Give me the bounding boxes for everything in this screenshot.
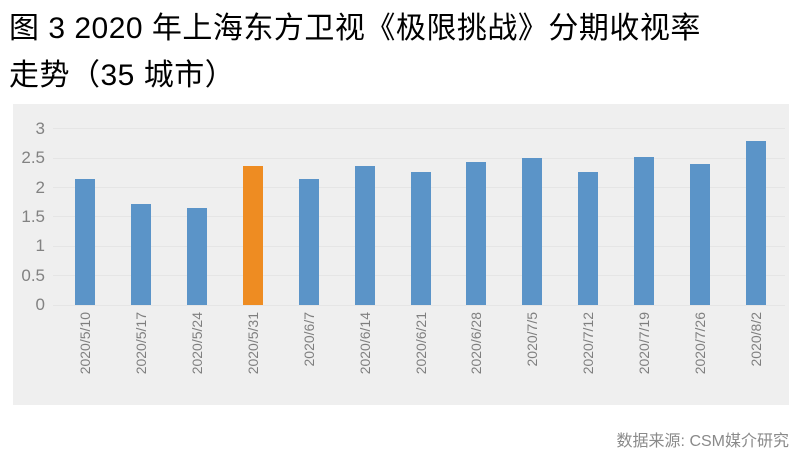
bar — [354, 165, 375, 305]
figure-title-line-1: 图 3 2020 年上海东方卫视《极限挑战》分期收视率 — [9, 12, 701, 45]
x-axis-tick-label-text: 2020/7/26 — [692, 312, 709, 375]
bar — [298, 178, 319, 305]
x-axis-tick-label-text: 2020/5/10 — [76, 312, 93, 375]
x-axis-tick-label-text: 2020/6/14 — [356, 312, 373, 375]
gridline — [53, 157, 785, 159]
y-axis-tick-label: 0.5 — [21, 265, 45, 285]
gridline — [53, 128, 785, 130]
bar-chart: 0 0.5 1 1.5 2 2.5 3 2020/5/10 2020/5/17 2020/5/24… — [13, 104, 789, 405]
x-axis-tick-label-text: 2020/5/24 — [188, 312, 205, 375]
bar — [130, 204, 151, 305]
figure-title: 图 3 2020 年上海东方卫视《极限挑战》分期收视率 走势（35 城市） — [9, 5, 791, 99]
bar — [746, 140, 767, 305]
y-axis-tick-label: 2 — [35, 177, 45, 197]
x-axis-tick-label-text: 2020/8/2 — [748, 312, 765, 367]
y-axis-tick-label: 0 — [35, 295, 45, 314]
y-axis-tick-label: 2.5 — [21, 148, 45, 168]
y-axis-tick-label: 3 — [35, 118, 45, 138]
x-axis-tick-label-text: 2020/6/28 — [468, 312, 485, 375]
bar — [410, 171, 431, 305]
bar-highlighted — [242, 165, 263, 305]
bar — [578, 172, 599, 305]
bar — [522, 158, 543, 305]
bar — [186, 208, 207, 305]
x-axis-tick-label-text: 2020/6/7 — [300, 312, 317, 367]
x-axis-tick-label-text: 2020/7/5 — [524, 312, 541, 367]
bar — [690, 163, 711, 305]
source-note: 数据来源: CSM媒介研究 — [616, 433, 789, 450]
bar — [466, 161, 487, 305]
y-axis-tick-label: 1.5 — [21, 206, 45, 226]
bar — [74, 178, 95, 305]
bar — [634, 157, 655, 305]
x-axis-tick-label-text: 2020/7/12 — [580, 312, 597, 375]
y-axis-tick-label: 1 — [35, 236, 45, 256]
x-axis-tick-label-text: 2020/7/19 — [636, 312, 653, 375]
x-axis-tick-label-text: 2020/5/17 — [132, 312, 149, 375]
x-axis-tick-label-text: 2020/6/21 — [412, 312, 429, 375]
gridline — [53, 304, 785, 306]
figure-title-line-2: 走势（35 城市） — [9, 59, 236, 92]
x-axis-tick-label-text: 2020/5/31 — [244, 312, 261, 375]
